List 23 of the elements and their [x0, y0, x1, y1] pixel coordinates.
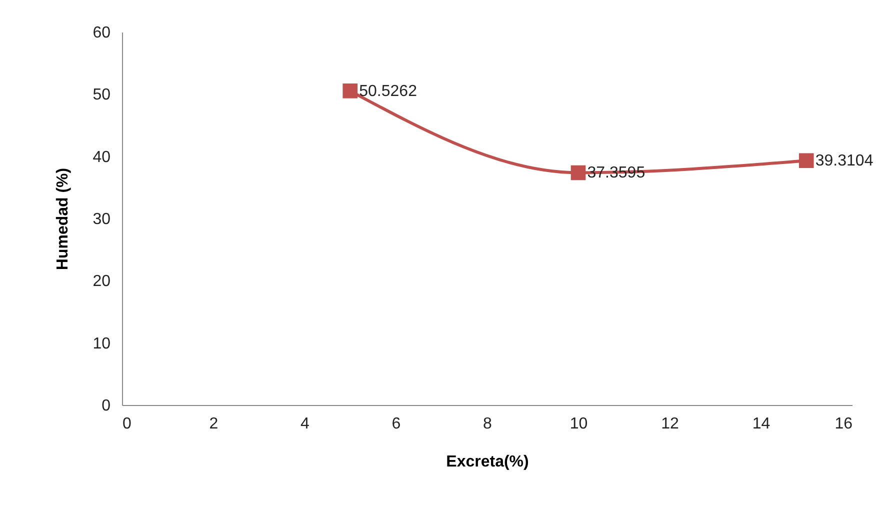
- y-tick-label: 30: [92, 211, 111, 228]
- y-tick-label: 0: [102, 398, 111, 414]
- x-tick-label: 6: [392, 416, 401, 432]
- data-label: 50.5262: [359, 82, 418, 100]
- x-tick-label: 0: [122, 416, 132, 432]
- y-tick-label: 40: [92, 148, 111, 166]
- x-tick-label: 10: [570, 416, 588, 432]
- x-tick-label: 2: [209, 416, 218, 432]
- point: [570, 165, 586, 180]
- y-tick-label: 60: [92, 24, 111, 42]
- x-tick-label: 4: [300, 416, 310, 432]
- point: [798, 153, 814, 168]
- x-tick-label: 16: [834, 416, 853, 432]
- x-axis-title: Excreta(%): [446, 454, 529, 470]
- point: [342, 83, 358, 98]
- data-label: 39.3104: [815, 152, 874, 170]
- y-tick-label: 20: [92, 273, 111, 290]
- x-tick-label: 8: [483, 416, 492, 432]
- x-tick-label: 14: [752, 416, 770, 432]
- y-tick-label: 10: [92, 335, 111, 352]
- x-tick-label: 12: [661, 416, 679, 432]
- y-axis-title: Humedad (%): [54, 168, 72, 270]
- y-tick-label: 50: [92, 86, 111, 104]
